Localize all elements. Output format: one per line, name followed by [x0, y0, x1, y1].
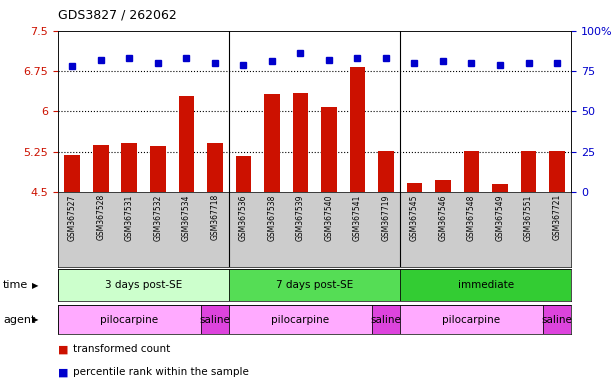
Text: GSM367545: GSM367545: [410, 194, 419, 241]
Bar: [207, 142, 223, 192]
Bar: [400, 305, 543, 334]
Text: time: time: [3, 280, 28, 290]
Bar: [65, 156, 80, 192]
Text: percentile rank within the sample: percentile rank within the sample: [73, 367, 249, 377]
Text: GSM367540: GSM367540: [324, 194, 334, 241]
Text: 7 days post-SE: 7 days post-SE: [276, 280, 353, 290]
Bar: [549, 151, 565, 192]
Bar: [178, 96, 194, 192]
Text: GSM367546: GSM367546: [439, 194, 447, 241]
Text: immediate: immediate: [458, 280, 514, 290]
Text: GSM367531: GSM367531: [125, 194, 134, 241]
Text: GSM367538: GSM367538: [268, 194, 276, 241]
Text: saline: saline: [370, 314, 401, 325]
Bar: [378, 151, 394, 192]
Text: agent: agent: [3, 314, 35, 325]
Text: GSM367548: GSM367548: [467, 194, 476, 241]
Bar: [435, 180, 451, 192]
Bar: [264, 94, 280, 192]
Text: pilocarpine: pilocarpine: [442, 314, 500, 325]
Bar: [293, 93, 309, 192]
Bar: [122, 142, 137, 192]
Bar: [371, 305, 400, 334]
Bar: [58, 305, 200, 334]
Text: GSM367721: GSM367721: [552, 194, 562, 240]
Text: GSM367541: GSM367541: [353, 194, 362, 241]
Bar: [464, 151, 480, 192]
Text: GDS3827 / 262062: GDS3827 / 262062: [58, 8, 177, 21]
Bar: [150, 146, 166, 192]
Text: GSM367539: GSM367539: [296, 194, 305, 241]
Text: GSM367551: GSM367551: [524, 194, 533, 241]
Text: 3 days post-SE: 3 days post-SE: [105, 280, 182, 290]
Text: ■: ■: [58, 344, 68, 354]
Text: saline: saline: [541, 314, 573, 325]
Text: ▶: ▶: [32, 315, 38, 324]
Bar: [93, 145, 109, 192]
Bar: [58, 269, 229, 301]
Text: GSM367527: GSM367527: [68, 194, 77, 241]
Text: GSM367532: GSM367532: [153, 194, 163, 241]
Bar: [229, 269, 400, 301]
Bar: [349, 67, 365, 192]
Bar: [492, 184, 508, 192]
Text: GSM367719: GSM367719: [381, 194, 390, 241]
Bar: [236, 156, 251, 192]
Bar: [407, 183, 422, 192]
Text: pilocarpine: pilocarpine: [271, 314, 329, 325]
Bar: [400, 269, 571, 301]
Text: saline: saline: [199, 314, 230, 325]
Bar: [521, 151, 536, 192]
Bar: [543, 305, 571, 334]
Text: GSM367718: GSM367718: [210, 194, 219, 240]
Text: GSM367549: GSM367549: [496, 194, 505, 241]
Text: GSM367536: GSM367536: [239, 194, 248, 241]
Text: transformed count: transformed count: [73, 344, 170, 354]
Bar: [229, 305, 371, 334]
Text: GSM367528: GSM367528: [97, 194, 105, 240]
Text: ■: ■: [58, 367, 68, 377]
Text: ▶: ▶: [32, 281, 38, 290]
Text: GSM367534: GSM367534: [182, 194, 191, 241]
Text: pilocarpine: pilocarpine: [100, 314, 158, 325]
Bar: [321, 107, 337, 192]
Bar: [200, 305, 229, 334]
